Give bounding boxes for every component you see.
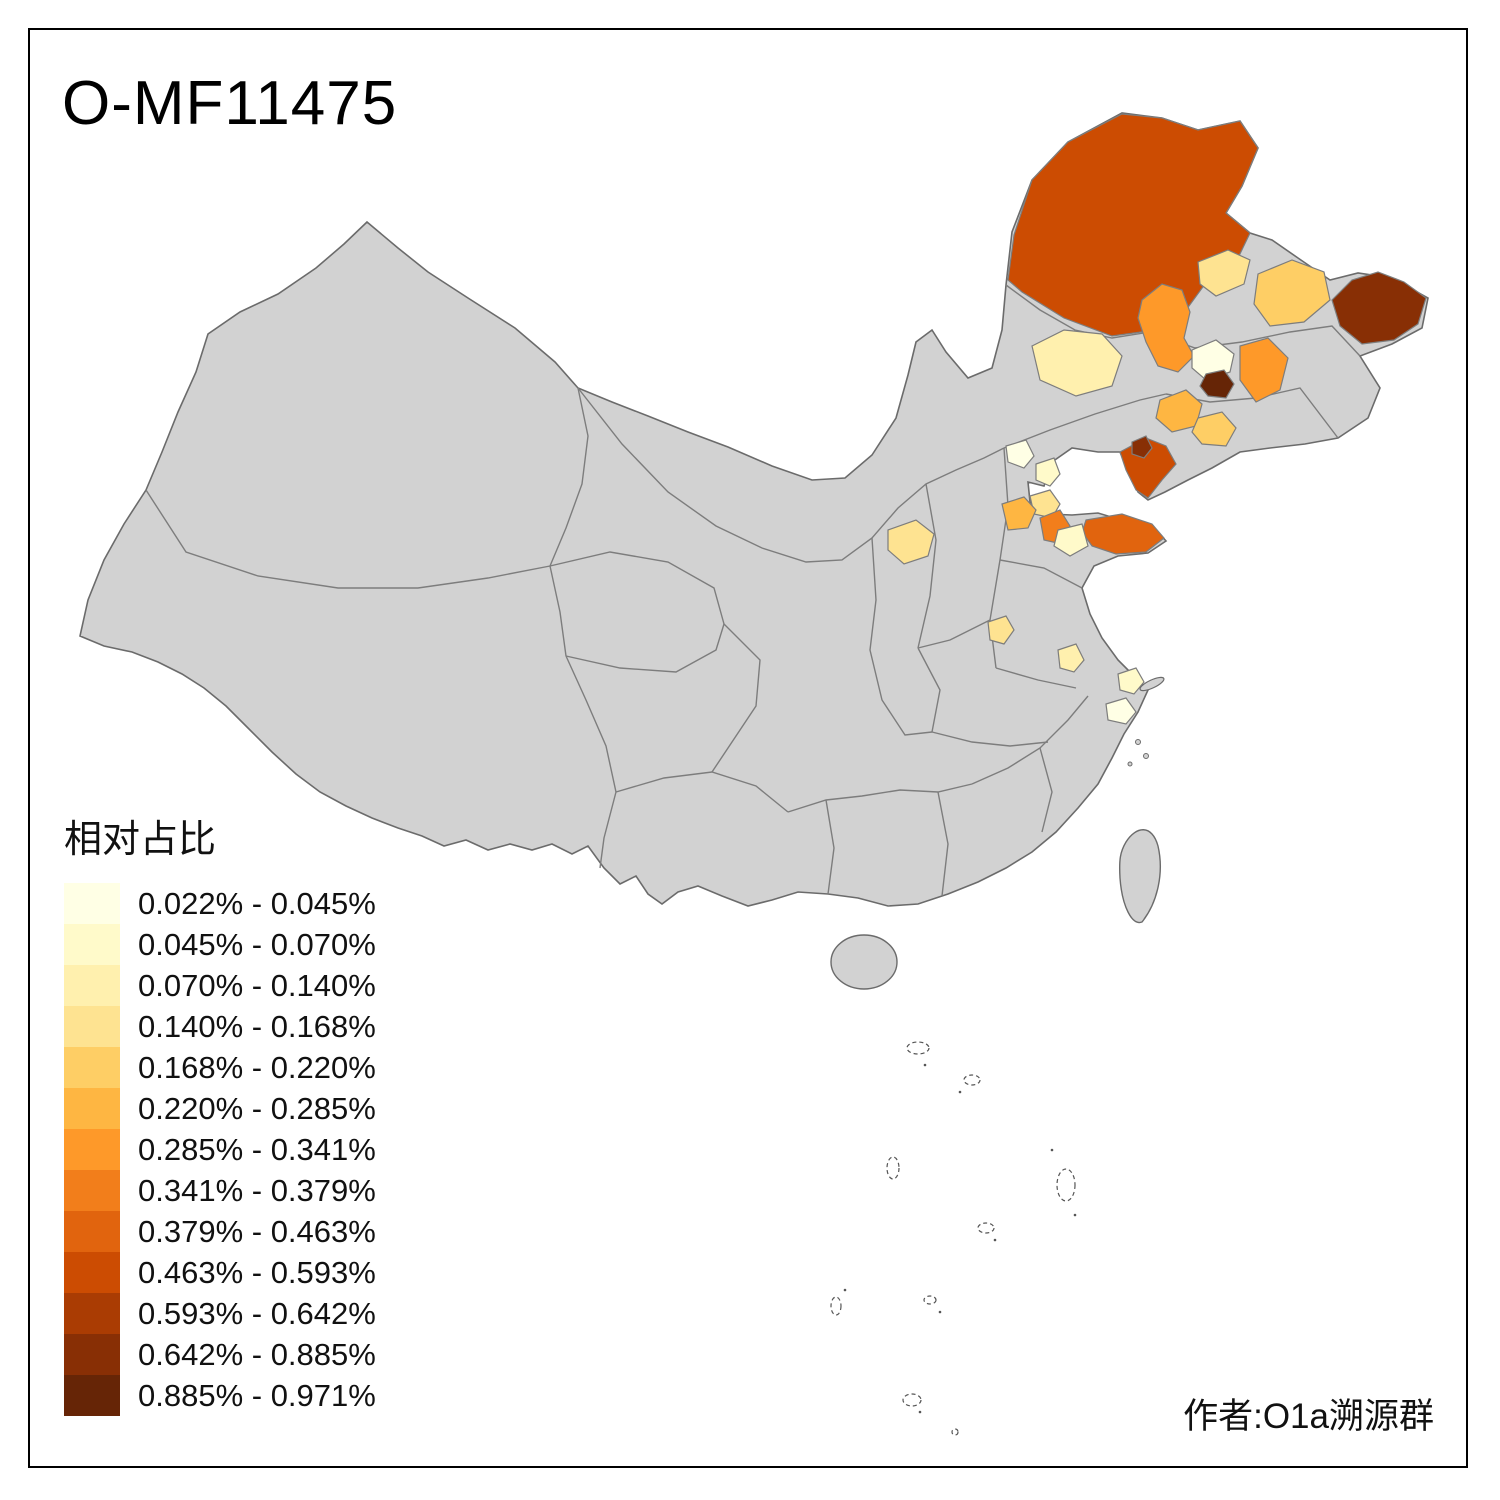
legend-swatch [64,1170,120,1211]
legend-label: 0.045% - 0.070% [138,927,376,962]
choropleth-region [1191,411,1237,447]
page-title: O-MF11475 [62,69,398,138]
legend-label: 0.463% - 0.593% [138,1255,376,1290]
choropleth-region [1105,697,1137,725]
choropleth-region [1117,667,1145,695]
legend-swatch [64,924,120,965]
legend-swatch [64,1252,120,1293]
legend-row: 0.140% - 0.168% [64,1006,484,1047]
choropleth-region [887,519,935,565]
south-china-sea-islands [830,1041,1076,1436]
choropleth-region [1331,271,1427,345]
legend-label: 0.593% - 0.642% [138,1296,376,1331]
choropleth-region [1035,457,1061,487]
choropleth-regions [887,113,1427,725]
taiwan-island [1118,829,1161,924]
legend-row: 0.045% - 0.070% [64,924,484,965]
choropleth-region [1057,643,1085,673]
choropleth-region [1053,523,1089,557]
legend-label: 0.220% - 0.285% [138,1091,376,1126]
legend-row: 0.593% - 0.642% [64,1293,484,1334]
legend-title: 相对占比 [64,819,217,861]
legend-swatch [64,1129,120,1170]
legend-label: 0.642% - 0.885% [138,1337,376,1372]
legend-rows: 0.022% - 0.045% 0.045% - 0.070% 0.070% - 0… [64,883,484,1416]
hainan-island [830,934,898,990]
legend-row: 0.341% - 0.379% [64,1170,484,1211]
coastal-islet [1143,753,1149,759]
legend-label: 0.341% - 0.379% [138,1173,376,1208]
choropleth-region [1131,435,1153,459]
coastal-islet [1135,739,1141,745]
legend-label: 0.140% - 0.168% [138,1009,376,1044]
legend-swatch [64,1047,120,1088]
legend-row: 0.070% - 0.140% [64,965,484,1006]
legend-swatch [64,1375,120,1416]
legend-row: 0.885% - 0.971% [64,1375,484,1416]
choropleth-region [1239,337,1289,403]
choropleth-region [1007,113,1259,337]
legend-label: 0.168% - 0.220% [138,1050,376,1085]
islands [830,676,1165,990]
legend-row: 0.285% - 0.341% [64,1129,484,1170]
yangtze-mouth-island [1139,676,1165,692]
coastal-islet [1127,761,1133,767]
choropleth-region [987,615,1015,645]
legend-row: 0.642% - 0.885% [64,1334,484,1375]
choropleth-region [1253,259,1331,327]
legend-swatch [64,965,120,1006]
choropleth-region [1199,369,1235,399]
legend-swatch [64,1088,120,1129]
legend-label: 0.070% - 0.140% [138,968,376,1003]
south-china-sea-islets [843,1063,1077,1414]
legend-row: 0.022% - 0.045% [64,883,484,924]
choropleth-region [1001,496,1037,531]
choropleth-region [1197,249,1251,297]
legend-label: 0.022% - 0.045% [138,886,376,921]
legend-row: 0.463% - 0.593% [64,1252,484,1293]
legend-swatch [64,1334,120,1375]
choropleth-region [1031,329,1123,397]
legend-row: 0.220% - 0.285% [64,1088,484,1129]
plot-border [28,28,1468,1468]
legend-label: 0.885% - 0.971% [138,1378,376,1413]
attribution: 作者:O1a溯源群 [1183,1397,1434,1436]
legend-swatch [64,1293,120,1334]
legend-swatch [64,1006,120,1047]
legend-row: 0.168% - 0.220% [64,1047,484,1088]
legend-swatch [64,1211,120,1252]
legend-row: 0.379% - 0.463% [64,1211,484,1252]
legend: 相对占比 0.022% - 0.045% 0.045% - 0.070% 0.070… [64,808,484,1416]
legend-swatch [64,883,120,924]
legend-label: 0.379% - 0.463% [138,1214,376,1249]
choropleth-region [1005,439,1035,469]
legend-label: 0.285% - 0.341% [138,1132,376,1167]
